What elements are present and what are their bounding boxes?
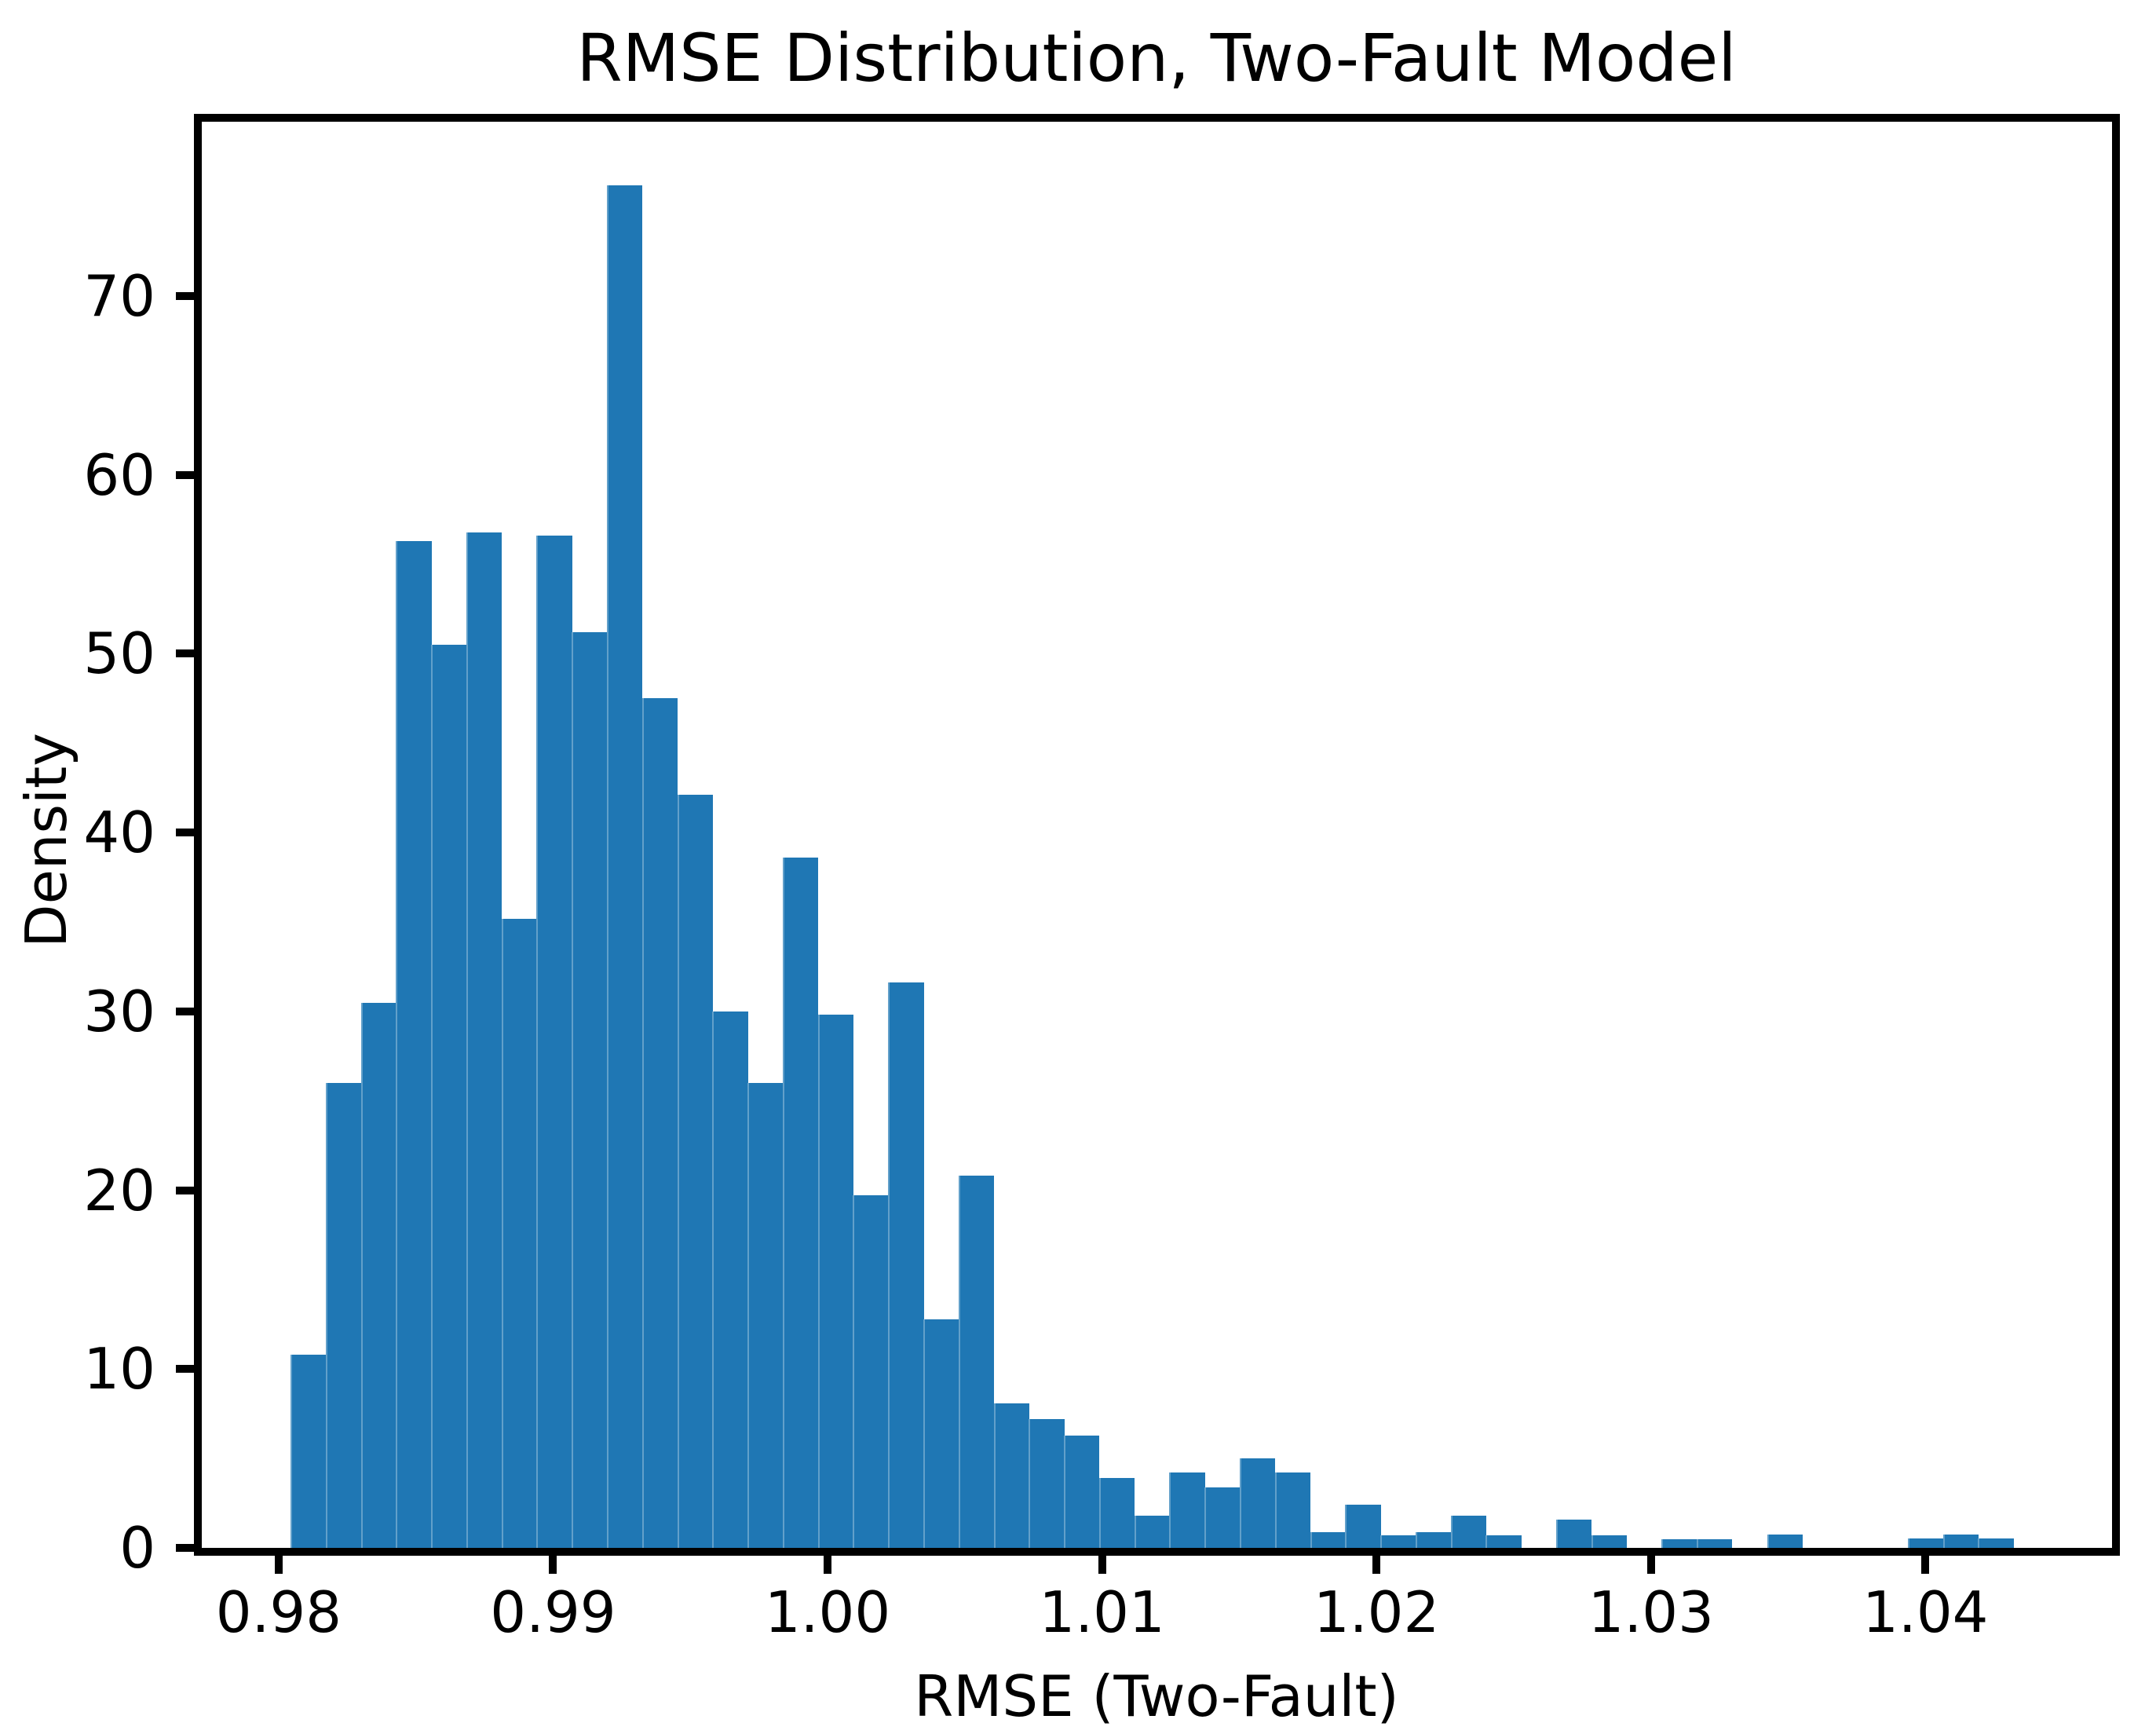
x-tick-mark — [1646, 1556, 1655, 1574]
histogram-bar — [1415, 1531, 1452, 1548]
histogram-bar — [1907, 1538, 1944, 1548]
histogram-bar — [747, 1082, 784, 1548]
y-tick-label: 10 — [83, 1336, 155, 1403]
y-tick-label: 70 — [83, 263, 155, 330]
histogram-bar — [1942, 1534, 1979, 1548]
x-tick-label: 1.04 — [1862, 1579, 1989, 1645]
histogram-bar — [1661, 1538, 1697, 1548]
histogram-bar — [572, 632, 608, 1548]
histogram-bar — [1134, 1516, 1170, 1548]
x-tick-label: 1.02 — [1313, 1579, 1440, 1645]
x-tick-label: 0.98 — [215, 1579, 342, 1645]
x-tick-label: 1.03 — [1588, 1579, 1714, 1645]
histogram-bar — [360, 1002, 396, 1548]
histogram-bar — [1485, 1535, 1522, 1548]
histogram-bar — [1450, 1516, 1486, 1548]
y-tick-label: 60 — [83, 441, 155, 508]
histogram-bar — [1029, 1419, 1065, 1548]
y-tick-mark — [176, 1544, 194, 1552]
histogram-bar — [1274, 1472, 1311, 1548]
histogram-bar — [1767, 1534, 1803, 1548]
y-tick-mark — [176, 1186, 194, 1194]
histogram-bar — [1064, 1435, 1100, 1548]
histogram-bar — [431, 645, 467, 1548]
y-tick-mark — [176, 1365, 194, 1374]
histogram-bar — [290, 1355, 327, 1548]
x-tick-mark — [1372, 1556, 1381, 1574]
histogram-bar — [641, 698, 678, 1548]
histogram-bar — [325, 1082, 362, 1548]
histogram-bar — [923, 1319, 959, 1548]
bars-layer — [202, 122, 2112, 1548]
x-tick-mark — [274, 1556, 283, 1574]
x-tick-mark — [549, 1556, 557, 1574]
histogram-bar — [1169, 1472, 1205, 1548]
x-tick-mark — [824, 1556, 832, 1574]
x-tick-label: 1.01 — [1039, 1579, 1165, 1645]
histogram-bar — [606, 185, 643, 1548]
histogram-bar — [1697, 1538, 1733, 1548]
histogram-bar — [1310, 1531, 1346, 1548]
y-tick-mark — [176, 1007, 194, 1015]
x-tick-mark — [1921, 1556, 1930, 1574]
histogram-bar — [958, 1176, 995, 1548]
y-tick-label: 50 — [83, 620, 155, 687]
histogram-bar — [1556, 1519, 1592, 1548]
histogram-bar — [1591, 1535, 1628, 1548]
histogram-bar — [712, 1011, 748, 1548]
histogram-bar — [1345, 1505, 1381, 1548]
histogram-bar — [817, 1015, 853, 1548]
histogram-bar — [536, 536, 572, 1548]
y-tick-mark — [176, 649, 194, 658]
x-tick-label: 1.00 — [764, 1579, 891, 1645]
y-axis-label: Density — [13, 733, 79, 948]
histogram-bar — [396, 541, 432, 1548]
plot-area — [194, 114, 2120, 1556]
histogram-bar — [1204, 1487, 1241, 1548]
histogram-bar — [501, 918, 537, 1548]
histogram-bar — [677, 795, 713, 1548]
y-tick-mark — [176, 829, 194, 837]
histogram-bar — [466, 532, 502, 1548]
x-tick-label: 0.99 — [490, 1579, 616, 1645]
histogram-bar — [782, 858, 819, 1548]
chart-title: RMSE Distribution, Two-Fault Model — [576, 20, 1737, 97]
y-tick-label: 0 — [119, 1515, 155, 1581]
y-tick-label: 30 — [83, 978, 155, 1044]
y-tick-label: 40 — [83, 799, 155, 866]
histogram-bar — [993, 1403, 1029, 1548]
histogram-bar — [853, 1195, 889, 1548]
histogram-bar — [888, 982, 924, 1548]
histogram-bar — [1240, 1458, 1276, 1548]
y-tick-mark — [176, 292, 194, 301]
histogram-bar — [1978, 1538, 2014, 1548]
histogram-bar — [1098, 1478, 1135, 1548]
x-axis-label: RMSE (Two-Fault) — [914, 1663, 1399, 1729]
histogram-bar — [1380, 1535, 1416, 1548]
x-tick-mark — [1098, 1556, 1106, 1574]
y-tick-mark — [176, 470, 194, 479]
y-tick-label: 20 — [83, 1157, 155, 1224]
